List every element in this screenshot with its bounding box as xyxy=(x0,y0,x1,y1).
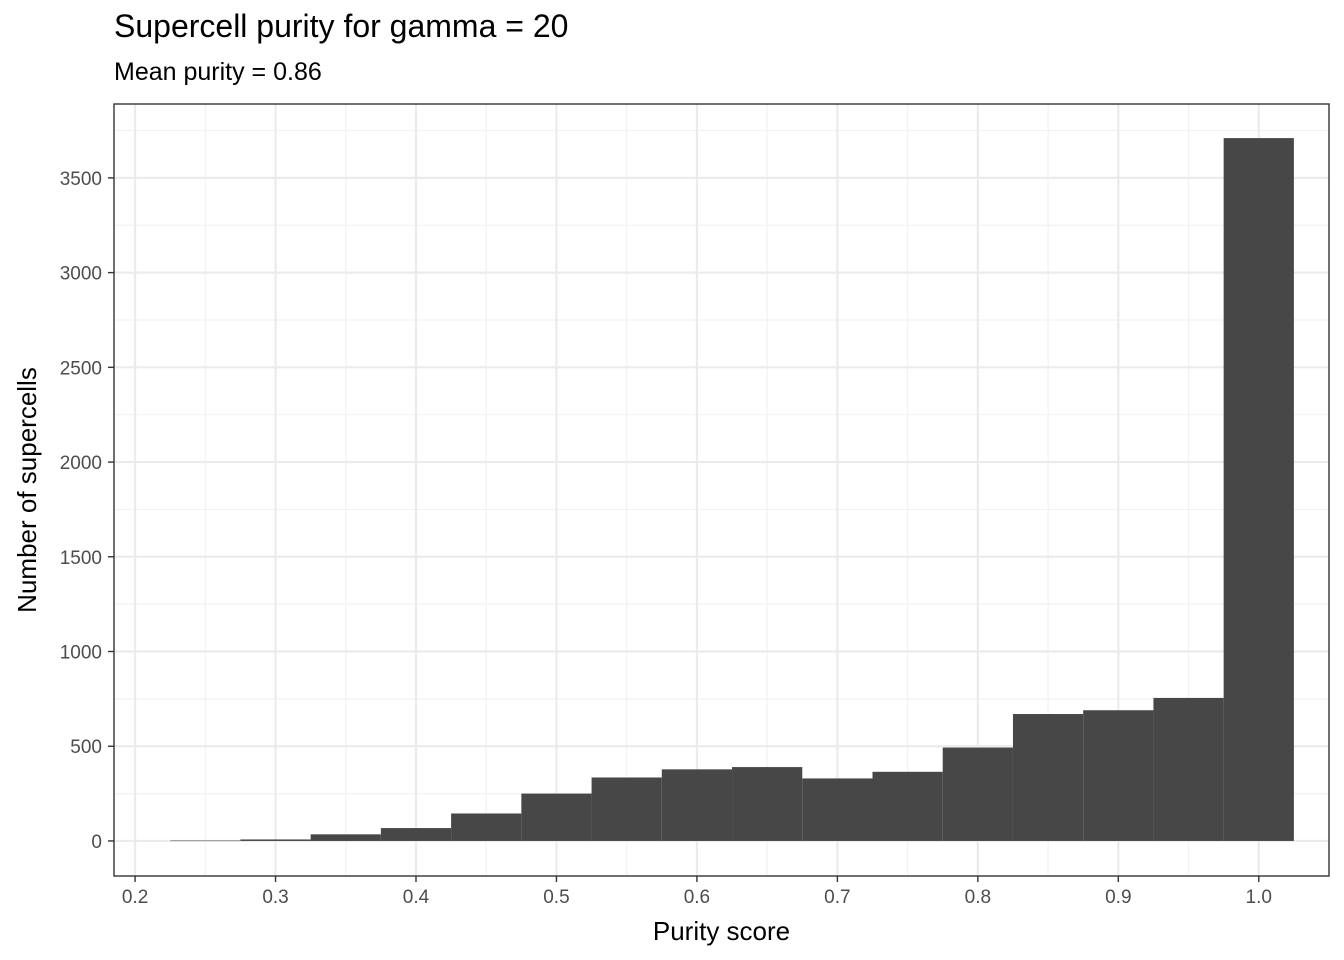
histogram-bar xyxy=(240,839,311,841)
y-tick-label: 3000 xyxy=(60,264,102,285)
chart-title: Supercell purity for gamma = 20 xyxy=(114,8,569,44)
x-tick-label: 0.2 xyxy=(122,887,148,908)
x-axis-title: Purity score xyxy=(653,916,790,946)
histogram-bar xyxy=(1012,714,1084,841)
y-tick-label: 2500 xyxy=(60,358,102,379)
x-tick-label: 0.5 xyxy=(543,887,569,908)
histogram-bar xyxy=(170,840,241,842)
histogram-bar xyxy=(872,771,943,841)
histogram-bar xyxy=(661,769,733,841)
x-tick-label: 0.3 xyxy=(262,887,288,908)
chart-subtitle: Mean purity = 0.86 xyxy=(114,58,322,86)
y-tick-label: 0 xyxy=(91,832,102,853)
histogram-bar xyxy=(1083,710,1154,841)
histogram-bar xyxy=(942,747,1013,841)
histogram-bar xyxy=(802,778,873,841)
y-tick-label: 500 xyxy=(70,737,102,758)
y-axis: 0 500 1000 1500 2000 2500 3000 3500 xyxy=(60,169,114,853)
y-axis-title: Number of supercells xyxy=(12,367,42,613)
y-tick-label: 1000 xyxy=(60,643,102,664)
histogram-bar xyxy=(732,767,803,841)
x-tick-label: 1.0 xyxy=(1246,887,1272,908)
x-tick-label: 0.7 xyxy=(824,887,850,908)
x-axis: 0.2 0.3 0.4 0.5 0.6 0.7 0.8 0.9 1.0 xyxy=(122,876,1272,908)
x-tick-label: 0.6 xyxy=(684,887,710,908)
panel-border xyxy=(113,103,1330,877)
histogram-bar xyxy=(521,793,592,841)
y-tick-label: 3500 xyxy=(60,169,102,190)
x-tick-label: 0.9 xyxy=(1105,887,1131,908)
histogram-bar xyxy=(591,777,662,841)
histogram-bar xyxy=(451,813,522,841)
histogram-bar xyxy=(1223,138,1294,841)
histogram-bar xyxy=(310,834,381,841)
y-tick-label: 1500 xyxy=(60,548,102,569)
x-tick-label: 0.8 xyxy=(965,887,991,908)
histogram-bar xyxy=(1153,697,1224,841)
histogram-bars xyxy=(170,138,1294,842)
y-tick-label: 2000 xyxy=(60,453,102,474)
histogram-bar xyxy=(380,828,452,841)
x-tick-label: 0.4 xyxy=(403,887,430,908)
